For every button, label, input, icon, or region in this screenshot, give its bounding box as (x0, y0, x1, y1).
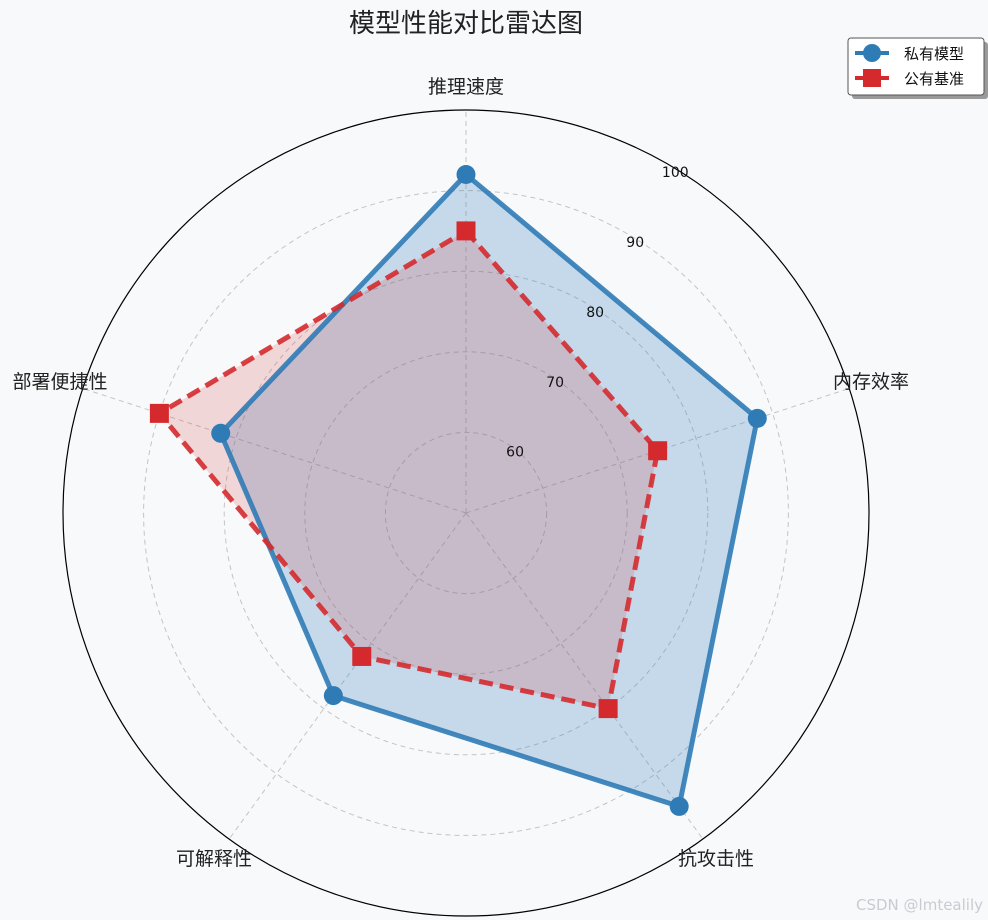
watermark: CSDN @lmtealily (856, 896, 983, 914)
point-0-1 (747, 408, 767, 428)
point-1-0 (456, 221, 476, 241)
tick-label-90: 90 (626, 235, 644, 251)
series-line-1 (156, 228, 661, 712)
axis-label-0: 推理速度 (428, 76, 504, 98)
axis-label-3: 可解释性 (176, 848, 252, 870)
point-1-2 (598, 699, 618, 719)
tick-label-60: 60 (506, 445, 524, 461)
legend-marker-public (863, 69, 881, 87)
point-0-0 (456, 164, 476, 184)
point-1-3 (352, 646, 372, 666)
tick-label-70: 70 (546, 375, 564, 391)
legend-marker-private (863, 44, 881, 62)
legend-label-private: 私有模型 (904, 45, 964, 63)
series-layer (149, 164, 767, 816)
radar-grid (62, 109, 870, 917)
series-area-1 (159, 230, 658, 709)
axis-label-1: 内存效率 (833, 371, 909, 393)
tick-label-80: 80 (586, 305, 604, 321)
point-0-4 (211, 423, 231, 443)
point-0-3 (323, 686, 343, 706)
tick-label-100: 100 (662, 165, 689, 181)
point-1-1 (648, 441, 668, 461)
chart-title: 模型性能对比雷达图 (349, 9, 583, 39)
grid-circle-60 (384, 431, 548, 595)
legend: 私有模型 公有基准 (847, 37, 988, 99)
series-line-0 (218, 172, 760, 809)
spoke-3 (228, 512, 467, 840)
axis-label-2: 抗攻击性 (678, 848, 754, 870)
grid-circle-70 (304, 351, 628, 675)
radial-tick-labels: 60 70 80 90 100 (506, 165, 688, 461)
axis-label-4: 部署便捷性 (12, 371, 107, 393)
spoke-2 (465, 512, 704, 840)
point-1-4 (149, 403, 169, 423)
grid-circle-90 (143, 190, 789, 836)
spoke-4 (82, 387, 467, 514)
legend-label-public: 公有基准 (904, 70, 964, 88)
point-0-2 (669, 796, 689, 816)
outer-circle (62, 109, 870, 917)
grid-circle-80 (223, 270, 709, 756)
